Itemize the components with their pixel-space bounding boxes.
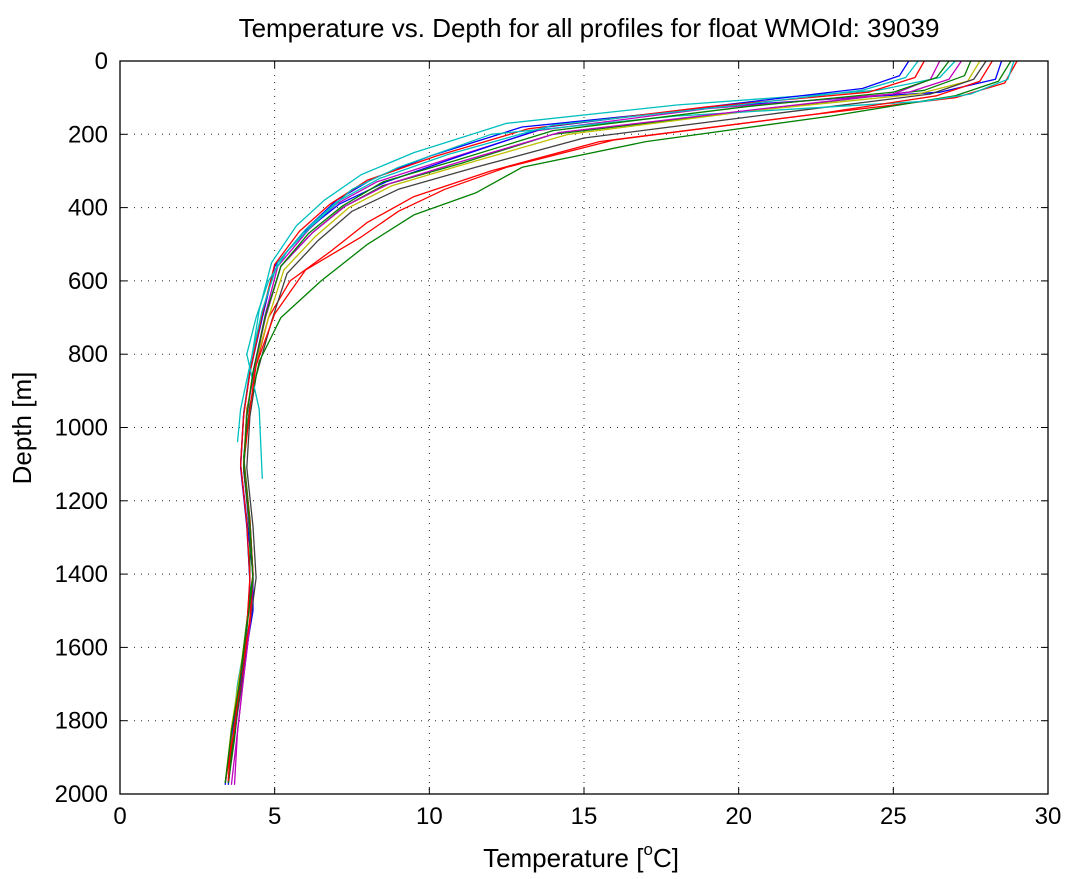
profile-line-10 xyxy=(227,60,925,782)
y-tick-label: 1200 xyxy=(55,488,108,515)
y-tick-label: 200 xyxy=(68,121,108,148)
y-axis-label: Depth [m] xyxy=(7,372,37,485)
profile-lines xyxy=(224,60,1018,785)
x-axis-label: Temperature [oC] xyxy=(483,840,679,873)
profile-line-4 xyxy=(224,60,956,784)
profile-line-11 xyxy=(246,60,1015,479)
profile-line-2 xyxy=(227,60,972,784)
y-tick-label: 1600 xyxy=(55,634,108,661)
y-tick-label: 1000 xyxy=(55,415,108,442)
profile-line-9 xyxy=(227,60,1012,784)
y-tick-label: 800 xyxy=(68,341,108,368)
x-tick-label: 5 xyxy=(268,803,281,830)
x-tick-label: 10 xyxy=(416,803,443,830)
x-axis-label-unit: C] xyxy=(653,843,679,873)
y-tick-label: 1400 xyxy=(55,561,108,588)
y-tick-label: 2000 xyxy=(55,781,108,808)
y-tick-label: 1800 xyxy=(55,708,108,735)
profile-line-8 xyxy=(224,60,910,785)
chart-title: Temperature vs. Depth for all profiles f… xyxy=(239,13,940,43)
y-axis-ticks: 0 200 400 600 800 1000 1200 1400 1600 1800 2000 xyxy=(55,48,1048,808)
x-tick-label: 0 xyxy=(113,803,126,830)
profile-line-6 xyxy=(224,60,981,784)
x-axis-label-superscript: o xyxy=(643,840,652,859)
y-tick-label: 0 xyxy=(95,48,108,75)
grid-lines xyxy=(120,61,1048,794)
profile-line-1 xyxy=(227,60,1003,785)
x-axis-label-main: Temperature [ xyxy=(483,843,644,873)
profile-line-14 xyxy=(224,60,993,784)
x-tick-label: 25 xyxy=(880,803,907,830)
y-tick-label: 400 xyxy=(68,195,108,222)
profile-line-12 xyxy=(236,60,919,443)
x-axis-ticks: 0 5 10 15 20 25 30 xyxy=(113,61,1061,830)
x-tick-label: 30 xyxy=(1035,803,1062,830)
profile-line-3 xyxy=(227,60,1018,780)
profile-line-7 xyxy=(227,60,987,784)
x-tick-label: 20 xyxy=(725,803,752,830)
profile-line-5 xyxy=(233,60,941,785)
profile-line-13 xyxy=(230,60,962,785)
y-tick-label: 600 xyxy=(68,268,108,295)
x-tick-label: 15 xyxy=(571,803,598,830)
profile-line-15 xyxy=(224,60,950,784)
